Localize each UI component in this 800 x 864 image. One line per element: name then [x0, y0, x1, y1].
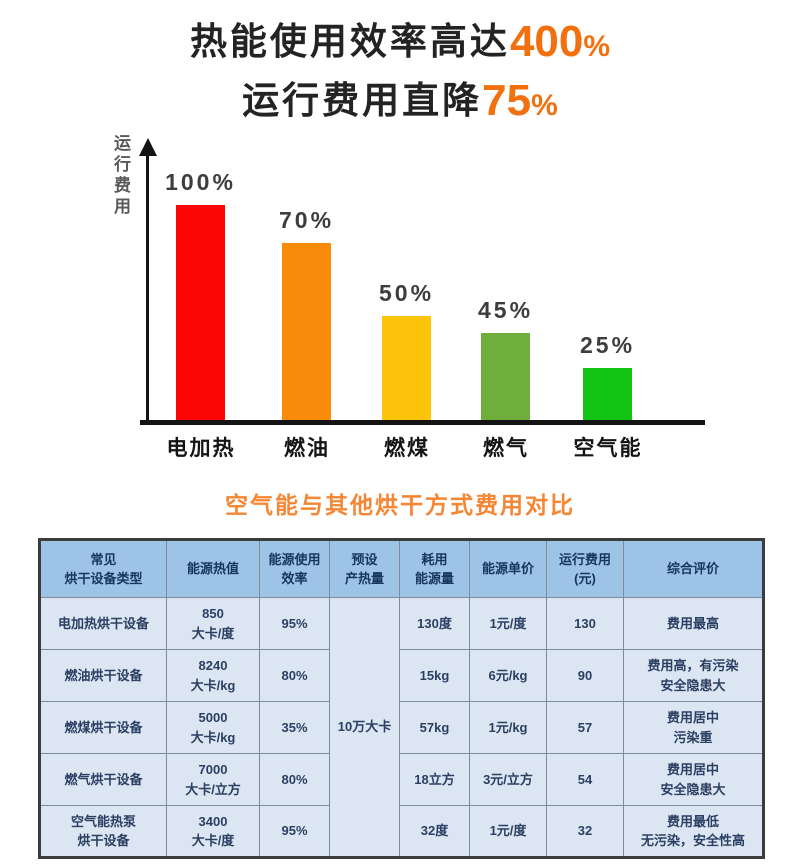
- cell-unit-price: 1元/度: [469, 805, 547, 858]
- bar-oil: [282, 243, 331, 420]
- cell-device: 燃气烘干设备: [39, 753, 167, 806]
- table-row: 燃油烘干设备 8240 大卡/kg 80% 15kg 6元/kg 90 费用高，…: [39, 649, 764, 702]
- bar-value-label: 45%: [477, 297, 534, 323]
- headline-line2: 运行费用直降75%: [0, 71, 800, 130]
- cell-unit-price: 6元/kg: [469, 649, 547, 702]
- bar-group-airsource: 25%: [579, 332, 636, 420]
- header-efficiency: 能源使用 效率: [259, 539, 330, 598]
- table-header-row: 常见 烘干设备类型 能源热值 能源使用 效率 预设 产热量 耗用 能源量 能源单…: [39, 539, 764, 598]
- cell-heat-value: 5000 大卡/kg: [166, 701, 260, 754]
- cell-evaluation: 费用居中 污染重: [623, 701, 764, 754]
- headline-line2-percent-sign: %: [531, 89, 558, 123]
- bar-value-label: 70%: [278, 207, 335, 233]
- bar-airsource: [583, 368, 632, 420]
- cell-preset-heat-merged: 10万大卡: [329, 597, 400, 858]
- cell-evaluation: 费用居中 安全隐患大: [623, 753, 764, 806]
- y-axis-arrowhead-icon: [139, 138, 157, 156]
- headline-line1-number: 400: [509, 17, 584, 66]
- cell-device: 电加热烘干设备: [39, 597, 167, 650]
- cell-efficiency: 80%: [259, 649, 330, 702]
- cell-device: 燃油烘干设备: [39, 649, 167, 702]
- headline-line1-percent-sign: %: [583, 30, 611, 63]
- headline-line2-number: 75: [482, 76, 532, 126]
- bar-group-oil: 70%: [278, 207, 335, 420]
- bar-group-gas: 45%: [477, 297, 534, 420]
- bar-value-label: 25%: [579, 332, 636, 358]
- cell-consumption: 18立方: [399, 753, 470, 806]
- bar-value-label: 100%: [165, 169, 236, 195]
- headline-line2-text: 运行费用直降: [242, 80, 483, 122]
- cell-device: 燃煤烘干设备: [39, 701, 167, 754]
- cell-evaluation: 费用高，有污染 安全隐患大: [623, 649, 764, 702]
- headline: 热能使用效率高达400% 运行费用直降75%: [0, 12, 800, 131]
- cell-consumption: 130度: [399, 597, 470, 650]
- bar-group-coal: 50%: [378, 280, 435, 420]
- table-row: 电加热烘干设备 850 大卡/度 95% 10万大卡 130度 1元/度 130…: [39, 597, 764, 858]
- headline-line1: 热能使用效率高达400%: [0, 12, 800, 71]
- cell-cost: 32: [546, 805, 624, 858]
- cell-unit-price: 1元/度: [469, 597, 547, 650]
- cell-heat-value: 7000 大卡/立方: [166, 753, 260, 806]
- x-axis-line: [140, 420, 705, 425]
- cell-device: 空气能热泵 烘干设备: [39, 805, 167, 858]
- bar-electric: [176, 205, 225, 420]
- header-preset-heat: 预设 产热量: [329, 539, 400, 598]
- y-axis-line: [146, 154, 149, 422]
- cell-efficiency: 35%: [259, 701, 330, 754]
- bar-value-label: 50%: [378, 280, 435, 306]
- category-label-oil: 燃油: [284, 437, 330, 460]
- y-axis-label: 运行费用: [111, 134, 130, 218]
- headline-line1-text: 热能使用效率高达: [189, 21, 510, 62]
- cell-consumption: 57kg: [399, 701, 470, 754]
- category-label-gas: 燃气: [483, 437, 529, 460]
- header-heat-value: 能源热值: [166, 539, 260, 598]
- table-row: 空气能热泵 烘干设备 3400 大卡/度 95% 32度 1元/度 32 费用最…: [39, 805, 764, 858]
- cell-cost: 90: [546, 649, 624, 702]
- header-evaluation: 综合评价: [623, 539, 764, 598]
- bar-group-electric: 100%: [165, 169, 233, 420]
- header-consumption: 耗用 能源量: [399, 539, 470, 598]
- cell-consumption: 32度: [399, 805, 470, 858]
- header-running-cost: 运行费用 (元): [546, 539, 624, 598]
- cell-cost: 57: [546, 701, 624, 754]
- cell-efficiency: 80%: [259, 753, 330, 806]
- cell-heat-value: 3400 大卡/度: [166, 805, 260, 858]
- table-row: 燃气烘干设备 7000 大卡/立方 80% 18立方 3元/立方 54 费用居中…: [39, 753, 764, 806]
- category-label-electric: 电加热: [166, 437, 236, 460]
- comparison-table-title: 空气能与其他烘干方式费用对比: [225, 492, 575, 518]
- cost-bar-chart: 运行费用 100% 70% 50% 45% 25% 电加热 燃油 燃煤 燃气 空…: [0, 128, 800, 478]
- cell-unit-price: 1元/kg: [469, 701, 547, 754]
- cell-cost: 54: [546, 753, 624, 806]
- cell-efficiency: 95%: [259, 805, 330, 858]
- cell-heat-value: 8240 大卡/kg: [166, 649, 260, 702]
- comparison-table: 常见 烘干设备类型 能源热值 能源使用 效率 预设 产热量 耗用 能源量 能源单…: [38, 538, 765, 859]
- cell-consumption: 15kg: [399, 649, 470, 702]
- bar-coal: [382, 316, 431, 420]
- bar-gas: [481, 333, 530, 420]
- category-label-airsource: 空气能: [573, 437, 643, 460]
- cell-cost: 130: [546, 597, 624, 650]
- table-row: 燃煤烘干设备 5000 大卡/kg 35% 57kg 1元/kg 57 费用居中…: [39, 701, 764, 754]
- header-device-type: 常见 烘干设备类型: [39, 539, 167, 598]
- cell-efficiency: 95%: [259, 597, 330, 650]
- cell-evaluation: 费用最高: [623, 597, 764, 650]
- header-unit-price: 能源单价: [469, 539, 547, 598]
- cell-unit-price: 3元/立方: [469, 753, 547, 806]
- cell-evaluation: 费用最低 无污染，安全性高: [623, 805, 764, 858]
- category-label-coal: 燃煤: [384, 437, 430, 460]
- cell-heat-value: 850 大卡/度: [166, 597, 260, 650]
